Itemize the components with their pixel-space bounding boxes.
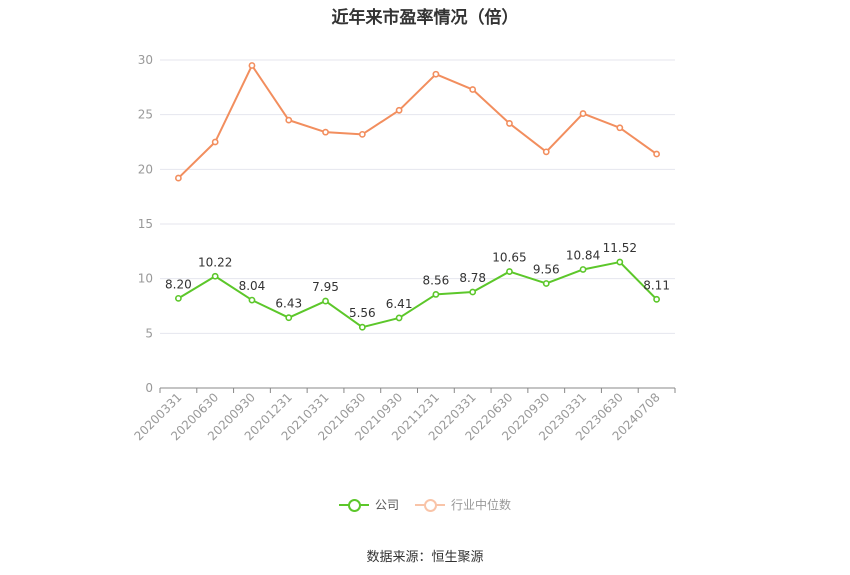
data-source: 数据来源：恒生聚源 bbox=[366, 550, 484, 565]
data-point-industry-median bbox=[506, 120, 513, 127]
legend-item-industry-median[interactable]: 行业中位数 bbox=[415, 496, 511, 513]
data-point-company bbox=[248, 296, 256, 304]
data-point-industry-median bbox=[542, 148, 550, 156]
data-point-company bbox=[358, 323, 366, 331]
data-label-company: 9.56 bbox=[533, 262, 560, 276]
data-label-company: 10.22 bbox=[198, 255, 232, 269]
data-label-company: 8.11 bbox=[643, 278, 670, 292]
data-label-company: 8.04 bbox=[239, 279, 266, 293]
data-label-company: 8.56 bbox=[423, 273, 450, 287]
legend-label-industry-median: 行业中位数 bbox=[451, 498, 512, 512]
y-tick-label: 5 bbox=[145, 326, 153, 340]
data-label-company: 10.84 bbox=[566, 248, 600, 262]
data-point-industry-median bbox=[358, 130, 366, 138]
data-point-industry-median bbox=[616, 124, 624, 132]
legend-item-company[interactable]: 公司 bbox=[338, 496, 399, 513]
data-point-industry-median bbox=[322, 128, 329, 136]
data-point-company bbox=[285, 314, 293, 322]
data-point-industry-median bbox=[469, 86, 477, 93]
data-labels: 8.20 10.22 8.04 6.43 7.95 5.56 6.41 8.56 8.78 10.… bbox=[165, 241, 670, 320]
data-label-company: 10.65 bbox=[492, 251, 526, 265]
series-line-company bbox=[177, 261, 658, 329]
data-point-company bbox=[653, 295, 661, 303]
series-lines bbox=[174, 62, 661, 331]
legend-swatch-industry-median bbox=[415, 497, 445, 513]
series-line-industry-median bbox=[177, 64, 658, 179]
data-point-company bbox=[506, 268, 513, 275]
data-point-industry-median bbox=[285, 116, 293, 124]
legend: 公司 行业中位数 bbox=[0, 496, 850, 513]
data-point-company bbox=[542, 280, 550, 287]
data-point-industry-median bbox=[432, 70, 440, 78]
data-point-company bbox=[579, 266, 587, 273]
data-point-industry-median bbox=[248, 62, 256, 69]
legend-label-company: 公司 bbox=[374, 498, 399, 512]
data-point-company bbox=[174, 294, 182, 302]
data-label-company: 6.43 bbox=[275, 297, 302, 311]
y-tick-label: 0 bbox=[145, 381, 153, 395]
data-point-industry-median bbox=[211, 138, 219, 146]
y-tick-label: 20 bbox=[138, 162, 153, 176]
data-label-company: 11.52 bbox=[603, 241, 637, 255]
y-tick-label: 25 bbox=[138, 108, 153, 122]
data-point-company bbox=[469, 288, 477, 296]
data-point-company bbox=[616, 258, 624, 266]
grid-lines bbox=[160, 59, 675, 334]
data-label-company: 6.41 bbox=[386, 297, 413, 311]
data-point-industry-median bbox=[395, 106, 403, 114]
chart-title: 近年来市盈率情况（倍） bbox=[331, 8, 519, 28]
data-point-company bbox=[322, 297, 329, 305]
y-tick-label: 30 bbox=[138, 53, 153, 67]
data-point-industry-median bbox=[174, 174, 182, 182]
data-point-industry-median bbox=[653, 150, 661, 158]
y-tick-label: 10 bbox=[138, 272, 153, 286]
data-point-company bbox=[211, 272, 219, 280]
data-label-company: 7.95 bbox=[312, 280, 339, 294]
data-point-industry-median bbox=[579, 110, 587, 117]
data-label-company: 5.56 bbox=[349, 306, 376, 320]
y-tick-label: 15 bbox=[138, 217, 153, 231]
data-point-company bbox=[395, 314, 403, 322]
data-point-company bbox=[432, 291, 440, 298]
data-label-company: 8.78 bbox=[459, 271, 486, 285]
legend-swatch-company bbox=[338, 497, 369, 513]
data-label-company: 8.20 bbox=[165, 277, 192, 291]
